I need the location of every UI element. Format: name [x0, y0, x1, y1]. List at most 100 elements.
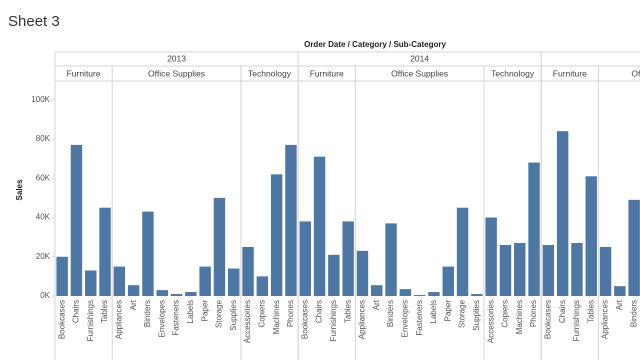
x-tick-label: Labels — [429, 300, 438, 324]
bar — [328, 254, 340, 296]
bar — [485, 217, 497, 296]
bar — [356, 250, 369, 296]
x-tick-label: Art — [615, 299, 624, 310]
bar — [228, 268, 240, 296]
bar — [285, 144, 297, 296]
y-tick-label: 100K — [31, 95, 50, 104]
x-tick-label: Accessories — [486, 300, 495, 343]
y-tick-label: 0K — [40, 291, 50, 300]
x-tick-label: Binders — [386, 300, 395, 327]
x-tick-label: Fasteners — [415, 300, 424, 336]
category-header: Furniture — [67, 68, 101, 78]
category-header: Office Supplies — [631, 68, 640, 78]
bar — [514, 243, 526, 296]
bar — [70, 144, 83, 296]
sheet-title: Sheet 3 — [8, 13, 60, 30]
bar — [113, 266, 126, 296]
x-tick-label: Supplies — [472, 300, 481, 331]
y-tick-label: 80K — [36, 134, 51, 143]
category-header: Furniture — [553, 68, 587, 78]
bar — [399, 289, 412, 296]
x-title: Order Date / Category / Sub-Category — [304, 40, 446, 49]
x-tick-label: Phones — [529, 300, 538, 327]
x-tick-label: Storage — [458, 299, 467, 328]
bar — [614, 286, 626, 296]
bar — [528, 162, 540, 296]
bar — [599, 246, 612, 296]
bar — [299, 221, 311, 296]
bar — [256, 276, 269, 296]
bar — [456, 207, 469, 296]
x-tick-label: Paper — [200, 300, 209, 322]
x-tick-label: Tables — [586, 300, 595, 323]
bar — [199, 266, 211, 296]
x-tick-label: Phones — [286, 300, 295, 327]
x-tick-label: Bookcases — [543, 300, 552, 339]
bar — [499, 244, 512, 296]
bar — [571, 243, 583, 296]
x-tick-label: Furnishings — [329, 300, 338, 341]
x-tick-label: Art — [372, 299, 381, 310]
bar — [556, 131, 569, 296]
category-header: Furniture — [310, 68, 344, 78]
x-tick-label: Bookcases — [57, 300, 66, 339]
x-tick-label: Furnishings — [86, 300, 95, 341]
bar — [127, 285, 140, 296]
x-tick-label: Fasteners — [172, 300, 181, 336]
x-tick-label: Labels — [186, 300, 195, 324]
bar — [56, 256, 68, 296]
x-tick-label: Chairs — [558, 300, 567, 323]
x-tick-label: Copiers — [501, 300, 510, 328]
bar — [442, 266, 454, 296]
x-tick-label: Binders — [143, 300, 152, 327]
category-header: Technology — [248, 68, 292, 78]
bar — [428, 292, 440, 296]
x-tick-label: Appliances — [358, 300, 367, 339]
x-tick-label: Accessories — [243, 300, 252, 343]
x-tick-label: Envelopes — [400, 300, 409, 337]
bar — [85, 270, 97, 296]
y-tick-label: 40K — [36, 213, 51, 222]
y-tick-label: 20K — [36, 252, 51, 261]
bar — [99, 207, 111, 296]
x-tick-label: Appliances — [601, 300, 610, 339]
bar — [413, 295, 426, 296]
x-tick-label: Paper — [443, 300, 452, 322]
y-tick-label: 60K — [36, 173, 51, 182]
x-tick-label: Envelopes — [157, 300, 166, 337]
bar — [585, 176, 597, 296]
x-tick-label: Tables — [343, 300, 352, 323]
bar — [628, 199, 640, 296]
bar — [542, 244, 555, 296]
bar — [213, 197, 226, 296]
category-header: Office Supplies — [391, 68, 448, 78]
bar — [242, 246, 254, 296]
bar — [385, 223, 397, 296]
x-tick-label: Chairs — [72, 300, 81, 323]
category-header: Office Supplies — [148, 68, 205, 78]
x-tick-label: Machines — [515, 300, 524, 334]
category-header: Technology — [491, 68, 535, 78]
bar — [342, 221, 354, 296]
bar — [313, 156, 326, 296]
bar — [170, 294, 183, 296]
x-tick-label: Bookcases — [300, 300, 309, 339]
x-tick-label: Binders — [629, 300, 638, 327]
bar — [270, 174, 283, 296]
y-title: Sales — [15, 179, 24, 200]
x-tick-label: Art — [129, 299, 138, 310]
x-tick-label: Tables — [100, 300, 109, 323]
bar — [471, 294, 483, 296]
bar — [142, 211, 154, 296]
x-tick-label: Supplies — [229, 300, 238, 331]
bar — [371, 285, 383, 296]
x-tick-label: Appliances — [114, 300, 123, 339]
year-header: 2014 — [410, 53, 429, 63]
x-tick-label: Storage — [215, 299, 224, 328]
bar — [156, 290, 168, 296]
x-tick-label: Machines — [272, 300, 281, 334]
year-header: 2013 — [167, 53, 186, 63]
x-tick-label: Chairs — [315, 300, 324, 323]
